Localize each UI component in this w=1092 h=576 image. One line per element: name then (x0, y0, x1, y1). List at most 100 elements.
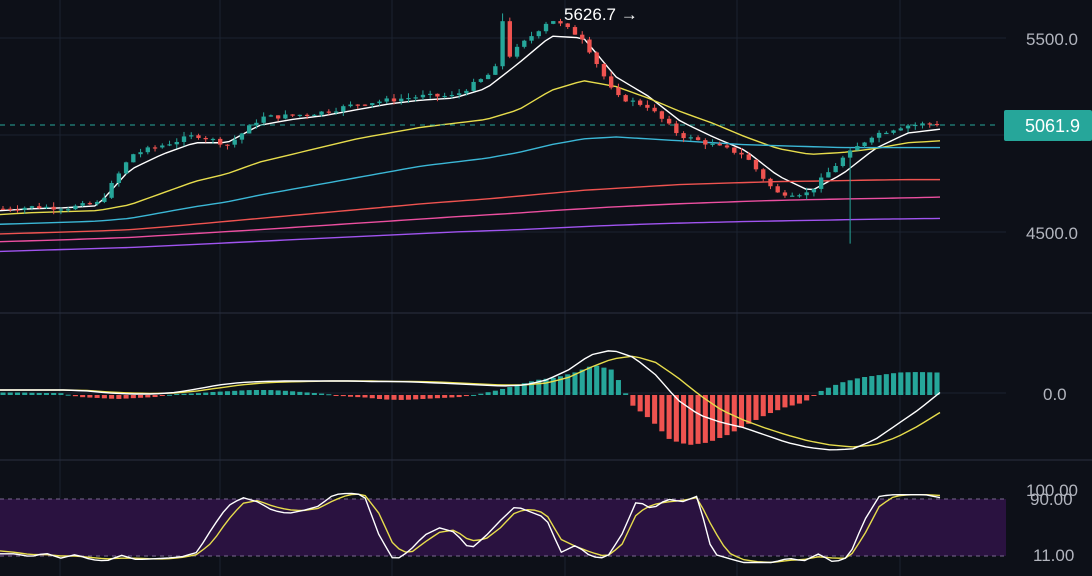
macd-histogram-bar (601, 367, 607, 395)
candle-body (102, 197, 107, 202)
stochastic-panel[interactable]: 100.00 90.00 11.00 (0, 481, 1078, 565)
macd-histogram-bar (181, 393, 187, 395)
stochastic-line (0, 492, 941, 564)
macd-histogram-bar (152, 395, 158, 398)
candle-body (522, 40, 527, 47)
candle-body (500, 21, 505, 67)
candle-body (370, 103, 375, 106)
macd-histogram-bar (188, 393, 194, 395)
macd-histogram-bar (666, 395, 672, 439)
macd-histogram-bar (652, 395, 658, 424)
macd-histogram-bar (500, 388, 506, 395)
candle-body (80, 203, 85, 206)
stochastic-tick-label: 90.00 (1030, 490, 1073, 509)
stochastic-lines (0, 492, 941, 564)
candle-body (565, 23, 570, 28)
moving-average-line (0, 196, 941, 243)
candle-body (927, 123, 932, 125)
candle-body (247, 125, 252, 134)
macd-histogram-bar (673, 395, 679, 442)
macd-histogram-bar (369, 395, 375, 399)
price-panel[interactable]: 5626.7 → 5500.0 4500.0 5061.9 (0, 5, 1092, 253)
macd-histogram-bar (420, 395, 426, 399)
candle-body (449, 94, 455, 97)
stochastic-tick-label: 11.00 (1033, 546, 1074, 565)
macd-histogram-bar (7, 392, 13, 395)
macd-histogram-bar (268, 390, 274, 395)
candle-body (160, 145, 165, 148)
macd-histogram-bar (239, 390, 245, 395)
macd-histogram-bar (746, 395, 752, 424)
candle-body (44, 206, 49, 209)
price-tick-label: 5500.0 (1026, 30, 1078, 49)
candle-body (94, 201, 100, 205)
macd-histogram-bar (898, 372, 904, 395)
macd-histogram (0, 365, 940, 445)
macd-histogram-bar (463, 395, 469, 397)
candle-body (688, 137, 693, 139)
macd-histogram-bar (210, 391, 216, 395)
candle-body (543, 23, 549, 32)
current-price-label: 5061.9 (1025, 116, 1080, 136)
macd-histogram-bar (130, 395, 136, 399)
macd-histogram-bar (550, 377, 556, 395)
macd-histogram-bar (919, 372, 926, 395)
macd-histogram-bar (637, 395, 643, 412)
macd-histogram-bar (195, 393, 202, 395)
candle-body (587, 39, 592, 53)
moving-average-line (0, 136, 940, 225)
macd-histogram-bar (840, 382, 846, 395)
candle-body (768, 178, 773, 187)
macd-histogram-bar (22, 392, 28, 395)
moving-average-line (0, 178, 940, 235)
candle-body (746, 154, 751, 160)
candle-body (601, 64, 607, 77)
candle-body (558, 21, 563, 24)
macd-line (0, 350, 941, 451)
macd-histogram-bar (398, 395, 404, 400)
macd-histogram-bar (934, 372, 940, 395)
macd-histogram-bar (51, 393, 57, 395)
candle-body (790, 195, 795, 197)
macd-lines (0, 350, 941, 451)
candle-body (609, 76, 614, 88)
candle-body (210, 138, 216, 141)
candle-body (413, 97, 418, 99)
candle-body (464, 90, 469, 94)
candle-body (594, 52, 599, 65)
candle-body (145, 147, 150, 153)
candle-body (239, 133, 245, 140)
candle-body (898, 128, 903, 131)
macd-histogram-bar (767, 395, 774, 414)
macd-histogram-bar (427, 395, 433, 399)
macd-panel[interactable]: 0.0 (0, 350, 1067, 451)
candle-body (884, 132, 889, 135)
candle-body (818, 177, 824, 189)
candle-body (797, 195, 802, 197)
macd-histogram-bar (876, 375, 882, 395)
candle-body (384, 98, 389, 102)
candle-body (87, 203, 93, 205)
macd-histogram-bar (485, 392, 491, 395)
stochastic-tick-label: 100.00 (1026, 481, 1078, 500)
candle-body (891, 130, 896, 133)
macd-histogram-bar (724, 395, 730, 436)
candle-body (22, 207, 27, 210)
candle-body (478, 79, 484, 82)
macd-histogram-bar (123, 395, 129, 399)
candle-body (485, 74, 491, 80)
macd-histogram-bar (478, 393, 484, 395)
moving-average-line (0, 217, 941, 253)
macd-histogram-bar (58, 393, 64, 395)
candle-body (73, 205, 78, 210)
candle-body (652, 107, 657, 112)
macd-histogram-bar (594, 365, 600, 395)
macd-histogram-bar (883, 374, 889, 395)
candle-body (29, 206, 35, 208)
macd-histogram-bar (319, 393, 325, 395)
macd-histogram-bar (543, 378, 549, 395)
candle-body (536, 31, 541, 37)
candlesticks (0, 13, 940, 244)
candle-body (218, 138, 223, 145)
